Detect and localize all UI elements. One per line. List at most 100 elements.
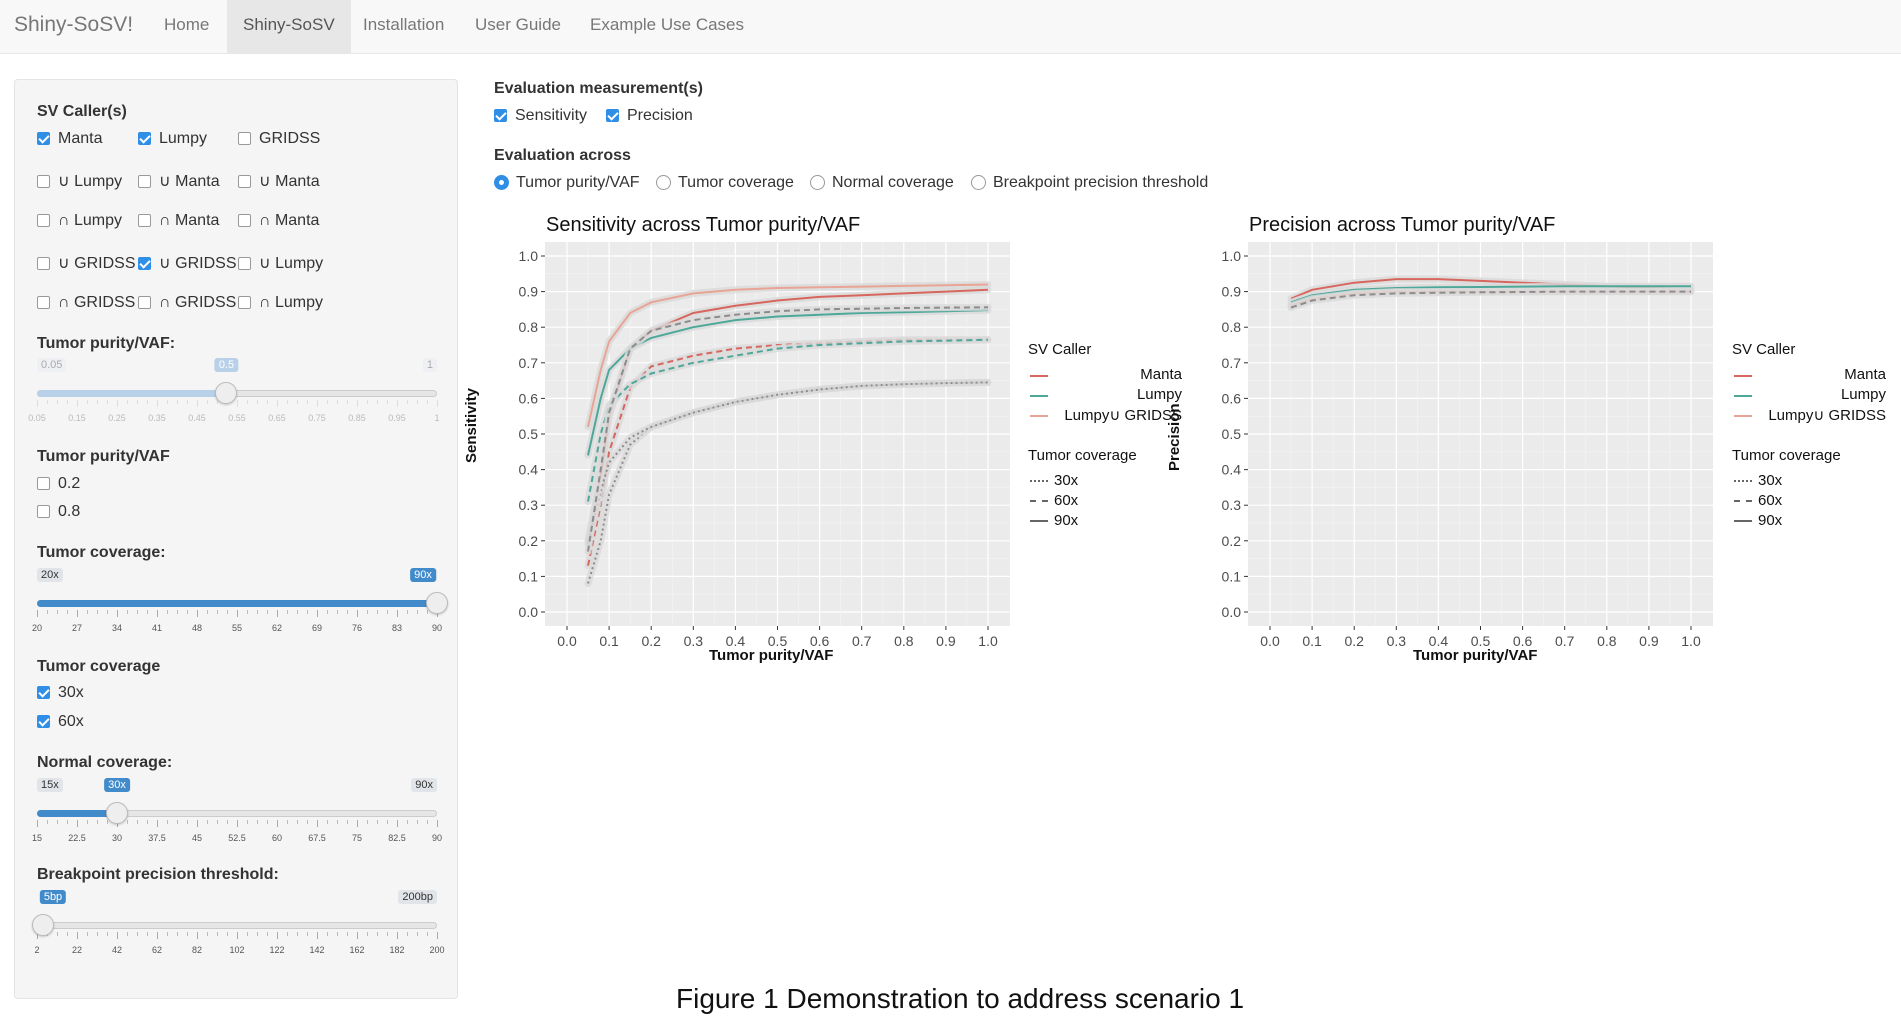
bp-threshold-slider[interactable]: 200bp 5bp 2 22 42 62 82 102 122 142 162 182 200 [32,890,445,960]
purity-slider[interactable]: 0.05 1 0.5 0.05 0.15 0.25 0.35 0.45 0.55 0.65 0.75… [28,358,440,428]
slider-tick-label: 0.85 [348,413,366,423]
sv-caller-option[interactable]: ∩ Lumpy [37,212,122,230]
slider-tick [427,932,428,936]
slider-handle[interactable] [215,382,238,404]
sensitivity-chart: 0.0 0.1 0.2 0.3 0.4 0.5 0.6 0.7 0.8 0.9 1.0 0.0 0.1 0… [519,242,1010,649]
slider-tick [417,932,418,936]
radio-icon[interactable] [810,175,825,190]
slider-tick [97,400,98,404]
sv-caller-option[interactable]: ∩ Manta [138,212,219,230]
slider-tick [317,820,318,827]
slider-handle[interactable] [426,592,448,614]
tab-installation[interactable]: Installation [363,15,445,34]
sensitivity-plot-title: Sensitivity across Tumor purity/VAF [546,214,861,236]
sv-caller-option[interactable]: ∩ GRIDSS [37,294,135,312]
slider-tick [357,400,358,407]
y-tick-label: 0.7 [519,355,539,371]
slider-tick [397,400,398,407]
checkbox-icon[interactable] [238,214,251,227]
sv-caller-option[interactable]: ∪ GRIDSS [37,253,136,273]
slider-handle[interactable] [32,914,54,936]
sv-caller-option[interactable]: ∩ GRIDSS [138,294,236,312]
radio-icon[interactable] [656,175,671,190]
across-radio-breakpoint[interactable]: Breakpoint precision threshold [971,174,1208,192]
slider-tick [247,400,248,404]
checkbox-icon[interactable] [37,257,50,270]
checkbox-icon[interactable] [138,214,151,227]
slider-tick [177,820,178,824]
sv-caller-option[interactable]: ∪ Manta [238,171,320,191]
series-line [1290,290,1691,309]
slider-tick [317,400,318,407]
slider-tick [227,610,228,614]
tumor-coverage-slider[interactable]: 20x90x90x2027344148556269768390 [32,568,448,638]
sv-caller-option[interactable]: Manta [37,130,102,148]
radio-icon[interactable] [494,175,509,190]
slider-tick-label: 122 [269,945,285,955]
checkbox-icon[interactable] [606,109,619,122]
x-tick-label: 0.2 [1344,633,1364,649]
checkbox-icon[interactable] [138,257,151,270]
checkbox-icon[interactable] [37,296,50,309]
tumor-coverage-option-60x[interactable]: 60x [37,713,84,731]
checkbox-icon[interactable] [138,296,151,309]
checkbox-icon[interactable] [494,109,507,122]
tab-user-guide[interactable]: User Guide [475,15,561,34]
checkbox-icon[interactable] [37,715,50,728]
sv-caller-option[interactable]: ∪ Manta [138,171,220,191]
slider-tick [327,400,328,404]
slider-tick [77,932,78,939]
brand-title[interactable]: Shiny-SoSV! [14,13,134,36]
purity-option-0-8[interactable]: 0.8 [37,503,80,521]
checkbox-icon[interactable] [37,132,50,145]
checkbox-icon[interactable] [138,132,151,145]
slider-fill [37,810,117,817]
checkbox-icon[interactable] [238,175,251,188]
sv-caller-option[interactable]: ∪ GRIDSS [138,253,237,273]
checkbox-icon[interactable] [238,132,251,145]
slider-tick [87,400,88,404]
slider-tick-label: 90 [431,623,443,633]
slider-tick-label: 142 [309,945,325,955]
checkbox-icon[interactable] [37,214,50,227]
checkbox-icon[interactable] [37,477,50,490]
slider-handle[interactable] [106,802,128,824]
sv-caller-option[interactable]: ∪ Lumpy [238,253,323,273]
checkbox-icon[interactable] [37,505,50,518]
bp-threshold-slider-label: Breakpoint precision threshold: [37,866,279,883]
radio-icon[interactable] [971,175,986,190]
series-line [1290,285,1691,304]
slider-tick-label: 15 [31,833,43,843]
slider-tick [237,932,238,939]
normal-coverage-slider[interactable]: 15x 90x 30x 15 22.5 30 37.5 45 52.5 60 67.5 75 82.5 9… [32,778,442,848]
checkbox-icon[interactable] [238,257,251,270]
tab-shiny-sosv[interactable]: Shiny-SoSV [227,0,351,53]
sv-caller-option[interactable]: ∩ Manta [238,212,319,230]
tumor-coverage-option-30x[interactable]: 30x [37,684,84,702]
sv-caller-option[interactable]: ∪ Lumpy [37,171,122,191]
slider-tick [367,610,368,614]
purity-option-0-2[interactable]: 0.2 [37,475,80,493]
slider-tick [437,820,438,827]
checkbox-icon[interactable] [37,175,50,188]
across-radio-normal-coverage[interactable]: Normal coverage [810,174,954,192]
slider-tick [367,400,368,404]
tab-home[interactable]: Home [164,15,210,34]
eval-sensitivity-checkbox[interactable]: Sensitivity [494,107,587,125]
eval-precision-checkbox[interactable]: Precision [606,107,693,125]
y-tick-label: 0.2 [519,533,539,549]
series-line [587,309,989,456]
sv-caller-option[interactable]: Lumpy [138,130,207,148]
sv-caller-option[interactable]: GRIDSS [238,130,320,148]
tab-example-use-cases[interactable]: Example Use Cases [590,15,745,34]
legend-caller-item: Lumpy [1136,386,1182,403]
x-tick-label: 0.8 [1597,633,1617,649]
series-line [587,338,988,566]
across-radio-purity[interactable]: Tumor purity/VAF [494,174,640,192]
sv-caller-option[interactable]: ∩ Lumpy [238,294,323,312]
slider-tick [397,610,398,617]
checkbox-icon[interactable] [238,296,251,309]
checkbox-icon[interactable] [138,175,151,188]
checkbox-icon[interactable] [37,686,50,699]
across-radio-tumor-coverage[interactable]: Tumor coverage [656,174,794,192]
